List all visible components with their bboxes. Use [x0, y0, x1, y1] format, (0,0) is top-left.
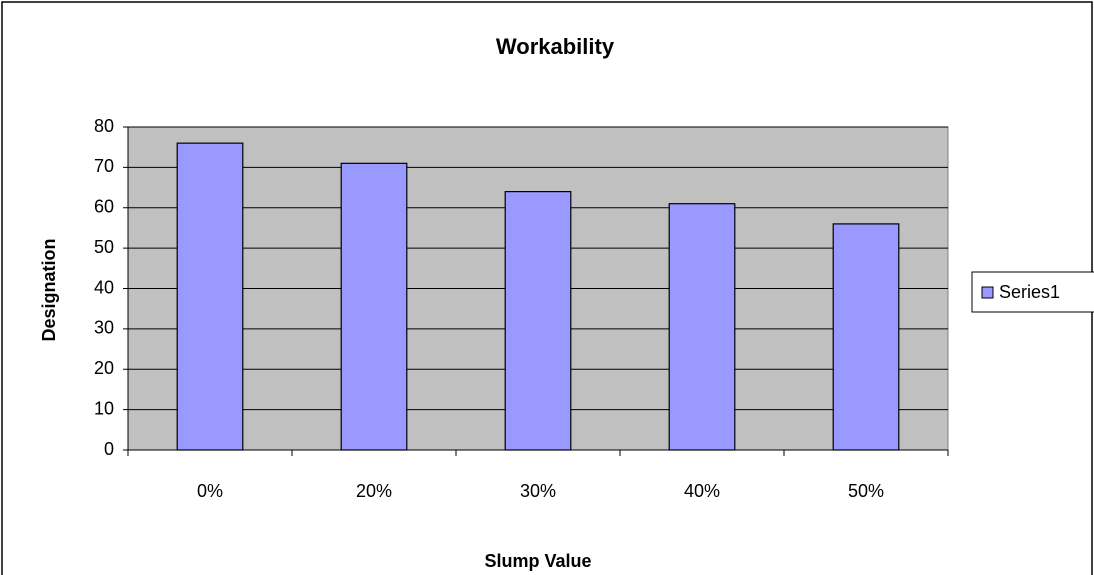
bar — [832, 223, 900, 451]
x-tick-label: 30% — [520, 481, 556, 501]
x-tick-label: 40% — [684, 481, 720, 501]
y-tick-label: 0 — [104, 439, 114, 459]
x-tick-label: 20% — [356, 481, 392, 501]
x-axis-label: Slump Value — [484, 551, 591, 571]
bar — [504, 191, 572, 451]
x-tick-label: 50% — [848, 481, 884, 501]
y-tick-label: 80 — [94, 116, 114, 136]
legend-label: Series1 — [999, 282, 1060, 302]
y-axis-label: Designation — [39, 238, 59, 341]
y-tick-label: 40 — [94, 277, 114, 297]
y-tick-label: 20 — [94, 358, 114, 378]
x-tick-label: 0% — [197, 481, 223, 501]
bar — [176, 142, 244, 451]
y-tick-label: 30 — [94, 318, 114, 338]
legend-swatch — [981, 286, 994, 299]
y-tick-label: 10 — [94, 398, 114, 418]
y-tick-label: 50 — [94, 237, 114, 257]
y-tick-label: 60 — [94, 197, 114, 217]
bar — [340, 162, 408, 451]
chart-title: Workability — [496, 34, 615, 59]
y-tick-label: 70 — [94, 156, 114, 176]
bar — [668, 203, 736, 451]
